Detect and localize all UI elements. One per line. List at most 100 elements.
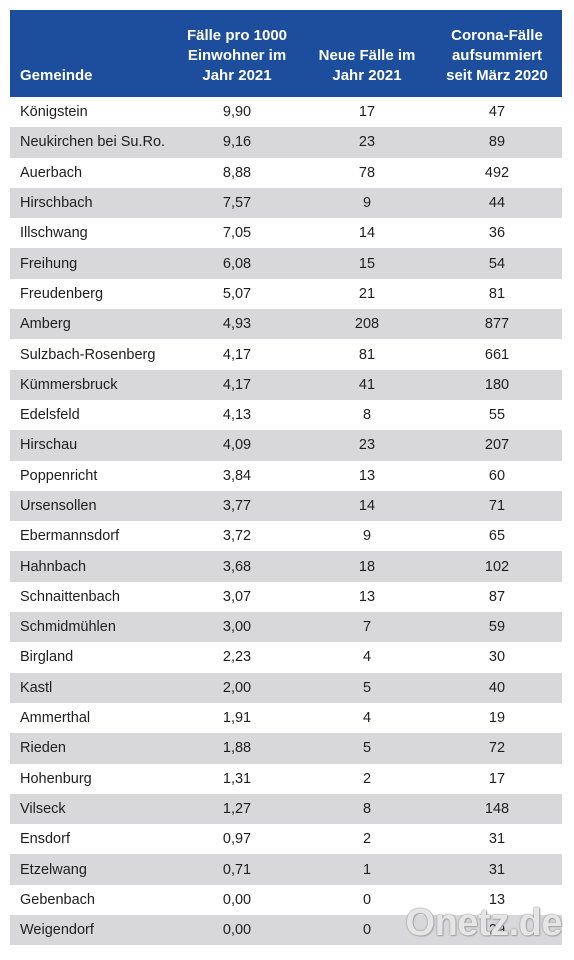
cell-faelle-aufsummiert: 13 [488, 891, 506, 908]
table-row: Sulzbach-Rosenberg 4,17 81 661 [10, 339, 562, 370]
cell-faelle-pro-1000: 4,09 [222, 437, 252, 454]
cell-neue-faelle: 7 [362, 619, 372, 636]
table-row: Etzelwang 0,71 1 31 [10, 854, 562, 885]
table-body: Königstein 9,90 17 47 Neukirchen bei Su.Ro. 9… [10, 97, 562, 946]
cell-faelle-pro-1000: 5,07 [222, 285, 252, 302]
cell-gemeinde: Kastl [20, 679, 53, 696]
cell-faelle-pro-1000: 4,93 [222, 316, 252, 333]
cell-faelle-pro-1000: 3,07 [222, 588, 252, 605]
cell-neue-faelle: 23 [358, 134, 376, 151]
table-row: Hahnbach 3,68 18 102 [10, 551, 562, 582]
table-header: Gemeinde Fälle pro 1000 Einwohner im Jah… [10, 10, 562, 97]
cell-faelle-aufsummiert: 59 [488, 619, 506, 636]
cell-gemeinde: Hohenburg [20, 770, 92, 787]
cell-faelle-aufsummiert: 207 [484, 437, 510, 454]
table-row: Freihung 6,08 15 54 [10, 248, 562, 279]
cell-neue-faelle: 8 [362, 800, 372, 817]
cell-neue-faelle: 8 [362, 407, 372, 424]
table-row: Königstein 9,90 17 47 [10, 97, 562, 128]
cell-faelle-aufsummiert: 17 [488, 770, 506, 787]
cell-faelle-aufsummiert: 492 [484, 164, 510, 181]
cell-faelle-aufsummiert: 30 [488, 649, 506, 666]
cell-faelle-aufsummiert: 44 [488, 195, 506, 212]
cell-faelle-pro-1000: 3,77 [222, 498, 252, 514]
cell-faelle-pro-1000: 0,71 [222, 861, 252, 878]
cell-neue-faelle: 0 [362, 891, 372, 908]
cell-gemeinde: Hirschau [20, 437, 78, 454]
table-row: Birgland 2,23 4 30 [10, 642, 562, 673]
cell-faelle-pro-1000: 4,17 [222, 346, 252, 363]
cell-faelle-pro-1000: 0,97 [222, 831, 252, 848]
cell-faelle-pro-1000: 1,91 [222, 710, 252, 727]
cell-faelle-pro-1000: 8,88 [222, 164, 252, 181]
table-row: Edelsfeld 4,13 8 55 [10, 399, 562, 431]
cell-faelle-pro-1000: 2,00 [222, 679, 252, 696]
table-row: Neukirchen bei Su.Ro. 9,16 23 89 [10, 127, 562, 158]
cell-neue-faelle: 208 [354, 316, 380, 333]
cell-neue-faelle: 23 [358, 437, 376, 454]
cell-neue-faelle: 21 [358, 285, 376, 302]
cell-faelle-pro-1000: 2,23 [222, 649, 252, 666]
cell-gemeinde: Hirschbach [20, 195, 93, 212]
table-row: Illschwang 7,05 14 36 [10, 218, 562, 249]
table-row: Auerbach 8,88 78 492 [10, 157, 562, 188]
table-row: Hirschbach 7,57 9 44 [10, 187, 562, 219]
cell-faelle-aufsummiert: 36 [488, 225, 506, 242]
column-header-gemeinde: Gemeinde [20, 67, 93, 84]
cell-gemeinde: Ebermannsdorf [20, 528, 120, 545]
cell-gemeinde: Ensdorf [20, 831, 70, 848]
cell-neue-faelle: 14 [358, 225, 376, 242]
table-row: Vilseck 1,27 8 148 [10, 793, 562, 825]
cell-neue-faelle: 0 [362, 922, 372, 939]
cell-gemeinde: Illschwang [20, 225, 88, 242]
cell-faelle-aufsummiert: 72 [488, 740, 506, 757]
cell-faelle-pro-1000: 3,00 [222, 619, 252, 636]
cell-faelle-aufsummiert: 60 [488, 467, 506, 484]
cell-faelle-aufsummiert: 29 [488, 922, 506, 939]
column-header-neue-faelle: Neue Fälle im Jahr 2021 [318, 47, 416, 84]
cell-neue-faelle: 5 [362, 679, 372, 696]
cell-gemeinde: Poppenricht [20, 467, 98, 484]
cell-gemeinde: Birgland [20, 649, 74, 666]
cell-gemeinde: Sulzbach-Rosenberg [20, 346, 156, 363]
cell-faelle-aufsummiert: 180 [484, 376, 510, 393]
cell-faelle-aufsummiert: 89 [488, 134, 506, 151]
cell-neue-faelle: 17 [358, 104, 376, 121]
cell-faelle-pro-1000: 1,88 [222, 740, 252, 757]
cell-neue-faelle: 78 [358, 164, 376, 181]
table-row: Hohenburg 1,31 2 17 [10, 763, 562, 794]
cell-neue-faelle: 9 [362, 528, 372, 545]
cell-gemeinde: Schmidmühlen [20, 619, 116, 636]
cell-faelle-pro-1000: 3,72 [222, 528, 252, 545]
cell-faelle-pro-1000: 1,27 [222, 800, 252, 817]
table-row: Freudenberg 5,07 21 81 [10, 278, 562, 310]
cell-faelle-pro-1000: 3,68 [222, 558, 252, 575]
cell-faelle-aufsummiert: 148 [484, 800, 510, 817]
cell-neue-faelle: 13 [358, 588, 376, 605]
cell-faelle-aufsummiert: 55 [488, 407, 506, 424]
cell-neue-faelle: 15 [358, 255, 376, 272]
cell-neue-faelle: 5 [362, 740, 372, 757]
table-row: Ensdorf 0,97 2 31 [10, 824, 562, 855]
cell-faelle-aufsummiert: 47 [488, 104, 506, 121]
cell-faelle-aufsummiert: 71 [488, 498, 506, 514]
cell-neue-faelle: 9 [362, 195, 372, 212]
cell-gemeinde: Edelsfeld [20, 407, 80, 424]
data-table: Gemeinde Fälle pro 1000 Einwohner im Jah… [10, 10, 562, 946]
cell-faelle-pro-1000: 4,17 [222, 376, 252, 393]
table-row: Schmidmühlen 3,00 7 59 [10, 612, 562, 643]
cell-faelle-pro-1000: 9,16 [222, 134, 252, 151]
table-row: Gebenbach 0,00 0 13 [10, 884, 562, 916]
table-row: Schnaittenbach 3,07 13 87 [10, 581, 562, 613]
cell-gemeinde: Kümmersbruck [20, 376, 118, 393]
cell-gemeinde: Rieden [20, 740, 66, 757]
cell-neue-faelle: 2 [362, 770, 372, 787]
cell-faelle-pro-1000: 0,00 [222, 891, 252, 908]
cell-faelle-aufsummiert: 87 [488, 588, 506, 605]
cell-gemeinde: Ammerthal [20, 710, 91, 727]
cell-gemeinde: Hahnbach [20, 558, 87, 575]
table-row: Poppenricht 3,84 13 60 [10, 460, 562, 491]
cell-neue-faelle: 1 [362, 861, 372, 878]
cell-neue-faelle: 18 [358, 558, 376, 575]
cell-neue-faelle: 2 [362, 831, 372, 848]
